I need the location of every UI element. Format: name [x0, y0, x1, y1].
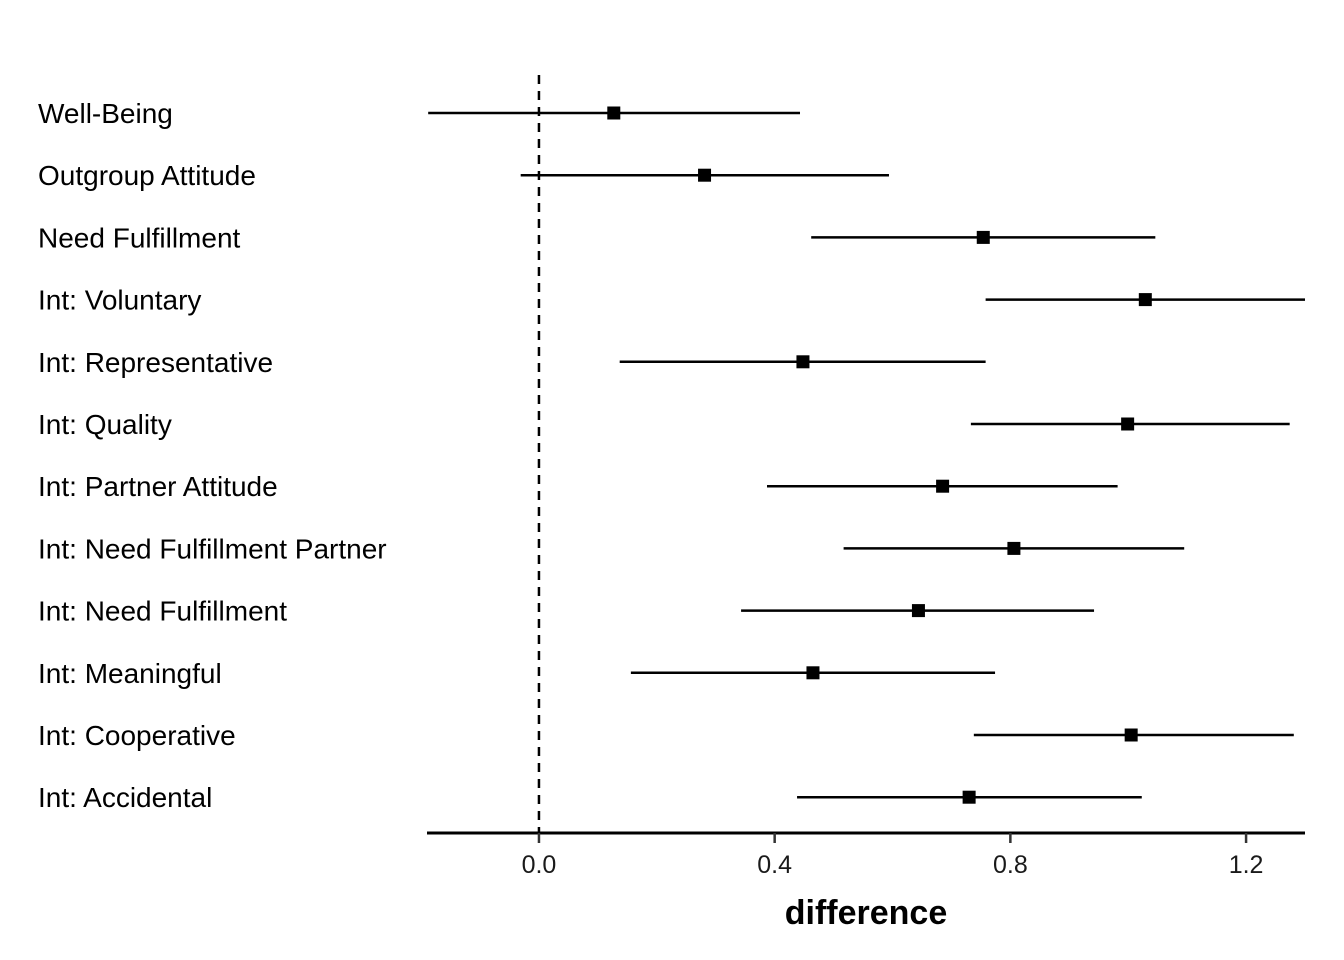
estimate-point — [936, 479, 950, 493]
category-label: Outgroup Attitude — [38, 160, 256, 191]
estimate-point — [976, 230, 990, 244]
x-tick-label: 0.8 — [993, 851, 1028, 879]
x-axis-title: difference — [785, 894, 948, 932]
estimate-point — [1007, 541, 1021, 555]
x-tick-label: 0.0 — [522, 851, 557, 879]
category-label: Int: Voluntary — [38, 285, 201, 316]
category-label: Int: Accidental — [38, 782, 212, 813]
estimate-point — [911, 604, 925, 618]
estimates-group — [428, 106, 1305, 804]
category-label: Int: Partner Attitude — [38, 471, 278, 502]
category-labels: Well-Being Outgroup Attitude Need Fulfillm… — [38, 98, 387, 813]
estimate-point — [1138, 293, 1152, 307]
estimate-point — [796, 355, 810, 369]
category-label: Int: Meaningful — [38, 658, 222, 689]
category-label: Int: Need Fulfillment Partner — [38, 533, 387, 564]
category-label: Well-Being — [38, 98, 173, 129]
estimate-point — [698, 168, 712, 182]
x-tick-label: 0.4 — [757, 851, 792, 879]
category-label: Int: Need Fulfillment — [38, 596, 287, 627]
x-tick-label: 1.2 — [1229, 851, 1264, 879]
category-label: Int: Quality — [38, 409, 172, 440]
category-label: Need Fulfillment — [38, 222, 241, 253]
estimate-point — [806, 666, 820, 680]
x-axis: 0.0 0.4 0.8 1.2 — [427, 831, 1305, 879]
estimate-point — [1121, 417, 1135, 431]
estimate-point — [1124, 728, 1138, 742]
estimate-point — [607, 106, 621, 120]
estimate-point — [962, 790, 976, 804]
category-label: Int: Representative — [38, 347, 273, 378]
category-label: Int: Cooperative — [38, 720, 236, 751]
